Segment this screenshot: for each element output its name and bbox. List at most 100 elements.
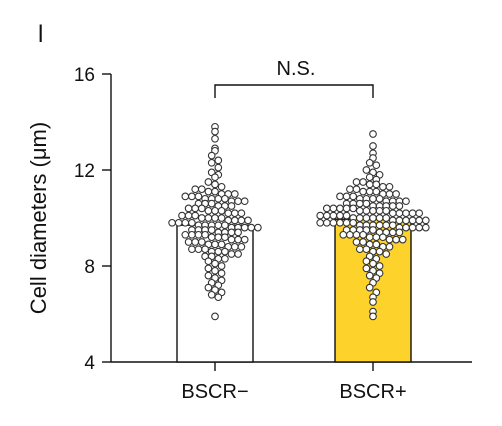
data-point — [237, 242, 246, 251]
data-point — [398, 235, 407, 244]
data-point — [230, 242, 239, 251]
data-point — [191, 238, 200, 246]
data-point — [349, 192, 358, 201]
data-point — [214, 293, 223, 302]
data-point — [184, 211, 193, 220]
data-point — [211, 206, 219, 215]
data-point — [355, 214, 364, 222]
data-point — [365, 233, 374, 242]
data-point — [395, 228, 404, 237]
data-point — [204, 257, 213, 266]
data-point — [234, 228, 242, 237]
data-point — [369, 226, 377, 234]
data-point — [402, 197, 410, 206]
data-point — [207, 226, 216, 234]
data-point — [372, 233, 381, 242]
data-point — [372, 161, 381, 170]
data-point — [375, 247, 384, 256]
data-point — [217, 182, 226, 191]
data-point — [247, 223, 256, 232]
data-point — [408, 209, 417, 218]
data-point — [352, 238, 361, 246]
data-point — [211, 127, 219, 136]
data-point — [227, 202, 236, 210]
data-point — [339, 230, 348, 239]
data-point — [194, 245, 203, 254]
data-point — [365, 283, 374, 292]
data-point — [362, 199, 371, 208]
data-point — [214, 247, 223, 256]
data-point — [392, 190, 400, 198]
data-point — [372, 240, 381, 249]
y-tick-label: 16 — [74, 65, 95, 86]
dots-layer — [168, 122, 430, 321]
y-ticks-layer: 4 8 12 16 — [74, 65, 111, 374]
data-point — [188, 218, 196, 227]
data-point — [369, 298, 377, 306]
significance-bracket — [214, 84, 374, 98]
data-point — [375, 214, 384, 222]
data-point — [221, 221, 229, 230]
data-point — [359, 230, 367, 239]
data-point — [382, 206, 391, 215]
data-point — [207, 233, 216, 242]
data-point — [362, 257, 371, 266]
data-point — [316, 211, 325, 220]
data-point — [369, 214, 377, 222]
data-point — [388, 202, 397, 210]
data-point — [211, 180, 219, 189]
data-point — [217, 214, 226, 222]
data-point — [375, 206, 384, 215]
data-point — [322, 211, 331, 220]
data-point — [240, 223, 249, 232]
data-point — [234, 197, 242, 206]
data-point — [346, 185, 354, 194]
data-point — [197, 185, 206, 194]
data-point — [402, 216, 410, 225]
data-point — [204, 264, 213, 273]
data-point — [217, 262, 226, 270]
data-point — [349, 218, 358, 227]
data-point — [382, 221, 391, 230]
data-point — [375, 221, 384, 230]
data-point — [211, 214, 219, 222]
data-point — [379, 182, 387, 191]
data-point — [227, 228, 236, 237]
data-point — [421, 216, 430, 225]
data-point — [355, 245, 364, 254]
data-point — [322, 218, 331, 227]
data-point — [197, 204, 206, 213]
category-label: BSCR− — [181, 381, 248, 403]
data-point — [365, 271, 374, 280]
data-point — [217, 206, 226, 215]
data-point — [369, 312, 377, 321]
data-point — [365, 187, 374, 196]
data-point — [191, 185, 200, 194]
data-point — [365, 158, 374, 167]
data-point — [191, 211, 200, 220]
data-point — [184, 204, 193, 213]
data-point — [352, 185, 361, 194]
data-point — [369, 142, 377, 150]
data-point — [188, 230, 196, 239]
data-point — [395, 209, 404, 218]
data-point — [221, 194, 229, 203]
data-point — [336, 204, 344, 213]
data-point — [211, 173, 219, 182]
data-point — [362, 206, 371, 215]
data-point — [204, 271, 213, 280]
data-point — [240, 235, 249, 244]
data-point — [342, 204, 351, 213]
data-point — [385, 235, 394, 244]
data-point — [352, 178, 361, 186]
data-point — [168, 218, 176, 227]
data-point — [227, 235, 236, 244]
data-point — [214, 221, 223, 230]
data-point — [346, 230, 354, 239]
data-point — [174, 218, 183, 227]
y-axis-label: Cell diameters (μm) — [26, 122, 51, 314]
data-point — [365, 180, 374, 189]
data-point — [375, 194, 384, 203]
data-point — [355, 206, 364, 215]
